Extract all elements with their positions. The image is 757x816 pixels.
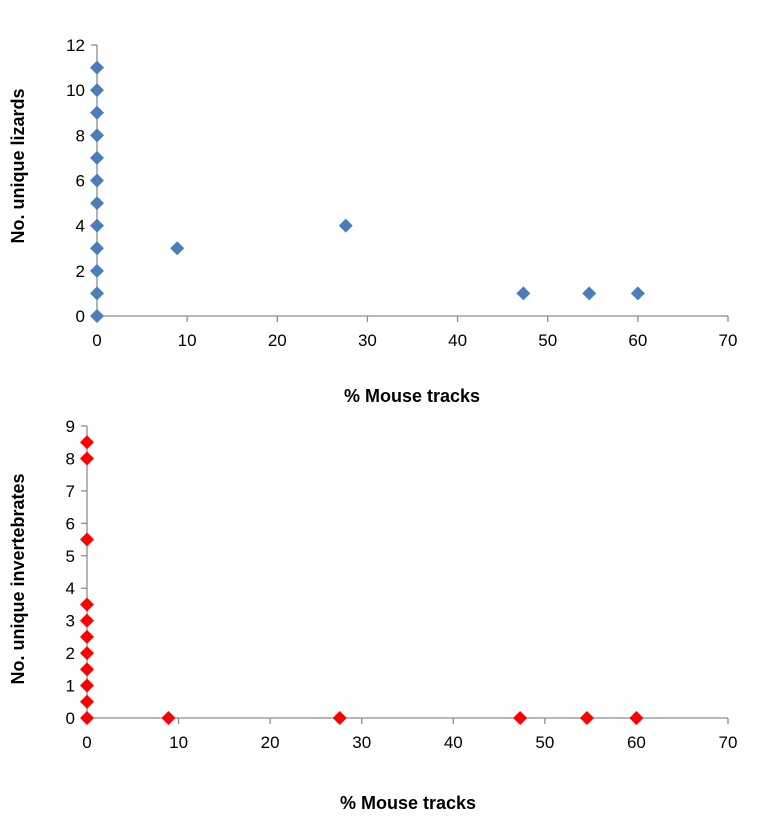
invertebrates-y-tick-label: 8 (66, 449, 75, 468)
invertebrates-x-axis-title: % Mouse tracks (340, 793, 476, 813)
invertebrates-plot-area: 0 10 20 30 40 50 60 70 0 1 2 3 4 5 6 7 8 9 (66, 417, 738, 752)
lizards-data-point (90, 286, 104, 301)
invertebrates-y-axis-title: No. unique invertebrates (8, 473, 28, 684)
invertebrates-data-point (80, 662, 94, 677)
invertebrates-data-point (629, 711, 644, 725)
invertebrates-data-point (80, 678, 94, 693)
lizards-x-tick-label: 10 (178, 331, 197, 350)
lizards-data-point (90, 218, 104, 233)
lizards-data-point (90, 60, 104, 75)
invertebrates-data-point (80, 532, 94, 547)
lizards-data-point (90, 309, 104, 323)
invertebrates-data-point (80, 629, 94, 644)
invertebrates-data-point (80, 613, 94, 628)
invertebrates-scatter-chart: 0 10 20 30 40 50 60 70 0 1 2 3 4 5 6 7 8 9 % Mouse tracks… (8, 417, 738, 813)
lizards-data-point (90, 83, 104, 98)
lizards-x-tick-label: 40 (448, 331, 467, 350)
lizards-y-axis-title: No. unique lizards (8, 88, 28, 243)
lizards-data-point (582, 286, 597, 301)
lizards-x-tick-label: 70 (719, 331, 738, 350)
invertebrates-y-tick-label: 0 (66, 709, 75, 728)
invertebrates-x-tick-label: 0 (82, 733, 91, 752)
lizards-data-point (90, 196, 104, 211)
lizards-data-point (90, 105, 104, 120)
lizards-y-tick-label: 4 (76, 217, 85, 236)
lizards-data-point (90, 263, 104, 278)
invertebrates-x-tick-label: 70 (719, 733, 738, 752)
invertebrates-data-point (80, 711, 94, 725)
invertebrates-data-point (161, 711, 176, 725)
invertebrates-x-tick-label: 10 (169, 733, 188, 752)
lizards-y-tick-label: 2 (76, 262, 85, 281)
lizards-data-point (90, 128, 104, 143)
invertebrates-y-tick-label: 6 (66, 514, 75, 533)
lizards-data-point (170, 241, 185, 256)
invertebrates-x-tick-label: 50 (535, 733, 554, 752)
lizards-y-tick-label: 10 (66, 81, 85, 100)
lizards-x-axis-title: % Mouse tracks (344, 386, 480, 406)
lizards-x-tick-label: 20 (268, 331, 287, 350)
invertebrates-x-tick-label: 40 (444, 733, 463, 752)
lizards-y-tick-label: 0 (76, 307, 85, 326)
invertebrates-data-point (80, 694, 94, 709)
lizards-y-tick-label: 6 (76, 172, 85, 191)
invertebrates-y-tick-label: 9 (66, 417, 75, 436)
invertebrates-y-tick-label: 4 (66, 579, 75, 598)
lizards-data-point (90, 173, 104, 188)
lizards-data-point (630, 286, 645, 301)
invertebrates-data-point (80, 597, 94, 612)
invertebrates-data-point (513, 711, 528, 725)
invertebrates-data-point (579, 711, 594, 725)
invertebrates-data-point (332, 711, 347, 725)
invertebrates-y-tick-label: 3 (66, 612, 75, 631)
lizards-x-tick-label: 60 (628, 331, 647, 350)
lizards-x-tick-label: 30 (358, 331, 377, 350)
invertebrates-x-tick-label: 20 (261, 733, 280, 752)
lizards-y-tick-label: 8 (76, 126, 85, 145)
lizards-data-point (516, 286, 531, 301)
invertebrates-x-tick-label: 60 (627, 733, 646, 752)
invertebrates-data-point (80, 451, 94, 466)
invertebrates-data-point (80, 435, 94, 450)
lizards-data-point (90, 150, 104, 165)
lizards-x-tick-label: 0 (92, 331, 101, 350)
lizards-y-tick-label: 12 (66, 36, 85, 55)
lizards-plot-area: 0 10 20 30 40 50 60 70 0 2 4 6 8 10 12 (66, 36, 737, 350)
lizards-data-point (338, 218, 353, 233)
invertebrates-y-tick-label: 7 (66, 482, 75, 501)
invertebrates-x-tick-label: 30 (352, 733, 371, 752)
invertebrates-y-tick-label: 1 (66, 677, 75, 696)
invertebrates-y-tick-label: 2 (66, 644, 75, 663)
invertebrates-data-point (80, 646, 94, 661)
lizards-data-point (90, 241, 104, 256)
invertebrates-y-tick-label: 5 (66, 547, 75, 566)
lizards-x-tick-label: 50 (538, 331, 557, 350)
